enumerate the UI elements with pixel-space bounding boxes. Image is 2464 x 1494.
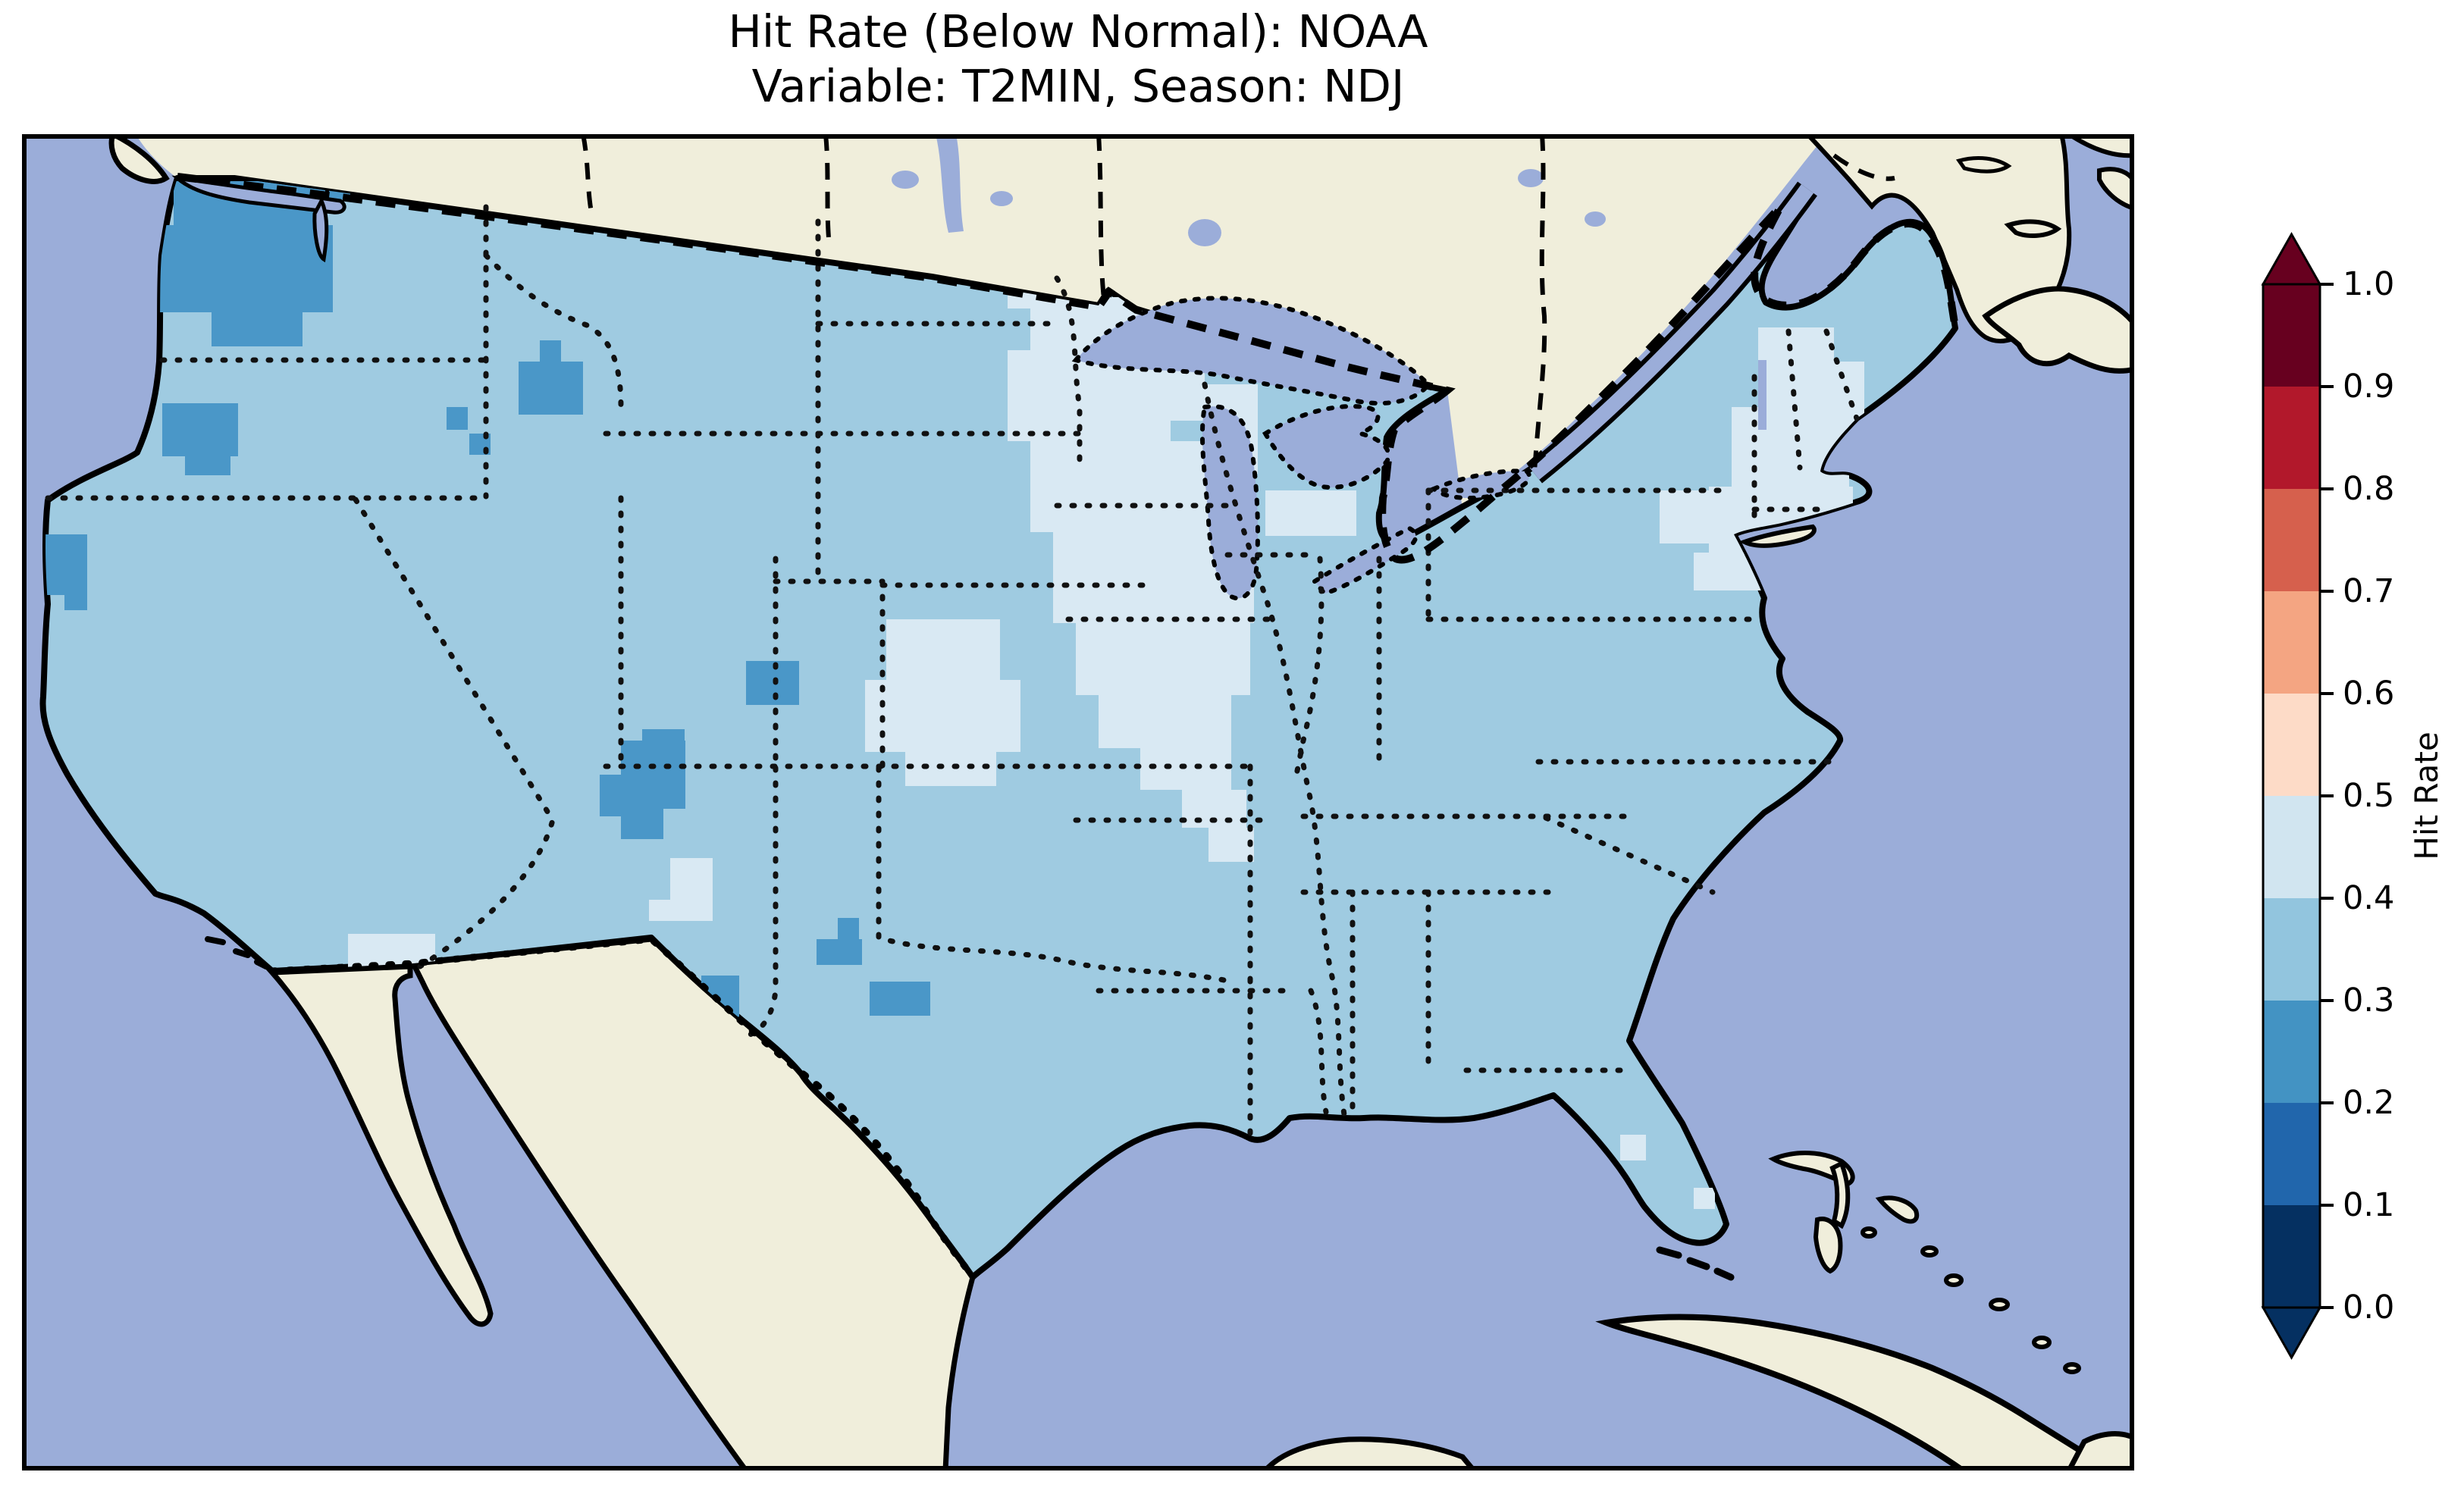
hit-rate-cell-0.2-0.3: [185, 453, 230, 475]
colorbar-tick-label-0.7: 0.7: [2343, 572, 2394, 610]
chart-title-block: Hit Rate (Below Normal): NOAA Variable: …: [22, 5, 2134, 114]
hit-rate-cell-0.4-0.5: [1694, 1188, 1715, 1209]
hit-rate-cell-0.4-0.5: [1660, 490, 1713, 543]
prince-edward-island: [2004, 219, 2062, 238]
hit-rate-cell-0.2-0.3: [838, 918, 859, 939]
colorbar-ticks: 0.0 0.1 0.2 0.3 0.4 0.5 0.6 0.7 0.8 0.9 1.0: [2320, 265, 2394, 1326]
colorbar-tick-label-0.5: 0.5: [2343, 777, 2394, 815]
hit-rate-cell-0.2-0.3: [43, 534, 87, 595]
colorbar-bin-0.3-0.4: [2263, 898, 2320, 1001]
province-borders: [581, 134, 1895, 472]
hit-rate-cell-0.2-0.3: [447, 407, 468, 430]
hispaniola: [2066, 1431, 2134, 1471]
st-lawrence-river: [1529, 184, 1814, 480]
anticosti-island: [1955, 155, 2012, 174]
hit-rate-cell-0.4-0.5: [886, 619, 1000, 680]
colorbar-tick-label-0.8: 0.8: [2343, 470, 2394, 508]
colorbar-tick-label-0.2: 0.2: [2343, 1084, 2394, 1122]
bahamas-islands: [1768, 1151, 2081, 1374]
us-canada-border: [177, 173, 1959, 564]
colorbar-bin-0.7-0.8: [2263, 489, 2320, 591]
hit-rate-cell-0.2-0.3: [212, 309, 303, 346]
hit-rate-cell-0.2-0.3: [64, 589, 87, 610]
nova-scotia: [1982, 286, 2134, 374]
colorbar-tick-label-0.9: 0.9: [2343, 368, 2394, 406]
us-mexico-border: [268, 935, 977, 1281]
hit-rate-cell-0.2-0.3: [621, 809, 663, 839]
colorbar-bin-0.8-0.9: [2263, 387, 2320, 489]
colorbar-bin-0.4-0.5: [2263, 796, 2320, 898]
colorbar-tick-label-0.3: 0.3: [2343, 982, 2394, 1019]
hit-rate-cell-0.2-0.3: [600, 775, 621, 816]
colorbar-panel: 0.0 0.1 0.2 0.3 0.4 0.5 0.6 0.7 0.8 0.9 1.0 Hit Ra…: [2256, 224, 2464, 1406]
hit-rate-colorbar: 0.0 0.1 0.2 0.3 0.4 0.5 0.6 0.7 0.8 0.9 1.0 Hit Ra…: [2261, 231, 2445, 1361]
colorbar-bins: [2263, 284, 2320, 1308]
map-panel: [22, 134, 2134, 1471]
map-frame: [22, 134, 2134, 1471]
florida-keys: [1656, 1246, 1735, 1281]
colorbar-bin-0.5-0.6: [2263, 694, 2320, 796]
hit-rate-cell-0.4-0.5: [1099, 695, 1231, 748]
long-island: [1738, 524, 1817, 548]
cuba: [1595, 1314, 2118, 1471]
colorbar-extend-min-arrow: [2261, 1306, 2322, 1361]
new-brunswick-gaspe: [1804, 134, 2072, 343]
hit-rate-cell-0.2-0.3: [158, 225, 333, 312]
yucatan: [1262, 1436, 1478, 1471]
hit-rate-cell-0.4-0.5: [1076, 623, 1250, 695]
us-hit-rate-map: [22, 134, 2134, 1471]
colorbar-bin-0.2-0.3: [2263, 1001, 2320, 1103]
colorbar-tick-label-0.1: 0.1: [2343, 1186, 2394, 1224]
colorbar-bin-0.1-0.2: [2263, 1103, 2320, 1205]
colorbar-extend-max-arrow: [2261, 231, 2322, 286]
vancouver-island: [108, 134, 170, 184]
colorbar-tick-label-0.0: 0.0: [2343, 1289, 2394, 1326]
hit-rate-cell-0.4-0.5: [1030, 441, 1212, 532]
hit-rate-cell-0.2-0.3: [817, 939, 862, 965]
hit-rate-cell-0.2-0.3: [746, 661, 799, 705]
hit-rate-cell-0.2-0.3: [642, 729, 685, 750]
hit-rate-cell-0.4-0.5: [1620, 1135, 1646, 1160]
colorbar-tick-label-1.0: 1.0: [2343, 265, 2394, 303]
colorbar-bin-0.0-0.1: [2263, 1205, 2320, 1308]
hit-rate-cell-0.4-0.5: [865, 680, 1020, 752]
hit-rate-cell-0.2-0.3: [519, 362, 583, 415]
lake-huron: [1262, 404, 1391, 490]
hit-rate-cell-0.2-0.3: [621, 741, 685, 809]
colorbar-tick-label-0.4: 0.4: [2343, 879, 2394, 917]
hit-rate-cell-0.4-0.5: [1208, 828, 1254, 862]
colorbar-tick-label-0.6: 0.6: [2343, 675, 2394, 713]
hit-rate-cell-0.4-0.5: [1265, 490, 1356, 536]
newfoundland-island: [2097, 167, 2134, 211]
baja-california: [266, 963, 494, 1327]
hit-rate-cell-0.4-0.5: [649, 900, 713, 921]
hit-rate-cell-0.4-0.5: [905, 752, 996, 786]
canada-landmass: [136, 134, 1826, 509]
chart-title: Hit Rate (Below Normal): NOAA: [728, 5, 1428, 58]
colorbar-bin-0.6-0.7: [2263, 591, 2320, 694]
hit-rate-cell-0.2-0.3: [540, 340, 561, 362]
lake-michigan: [1199, 404, 1260, 601]
hit-rate-cell-0.4-0.5: [1140, 748, 1231, 790]
hit-rate-cell-0.4-0.5: [1144, 384, 1258, 421]
hit-rate-cell-0.2-0.3: [162, 403, 238, 456]
chart-subtitle: Variable: T2MIN, Season: NDJ: [751, 59, 1405, 112]
hit-rate-cell-0.4-0.5: [670, 858, 713, 900]
hit-rate-cell-0.2-0.3: [870, 982, 930, 1016]
colorbar-axis-label: Hit Rate: [2408, 731, 2445, 860]
channel-islands: [205, 936, 269, 969]
lake-superior: [1071, 296, 1431, 406]
state-borders: [45, 204, 1860, 1145]
colorbar-bin-0.9-1.0: [2263, 284, 2320, 387]
canadian-lakes: [892, 134, 1766, 430]
